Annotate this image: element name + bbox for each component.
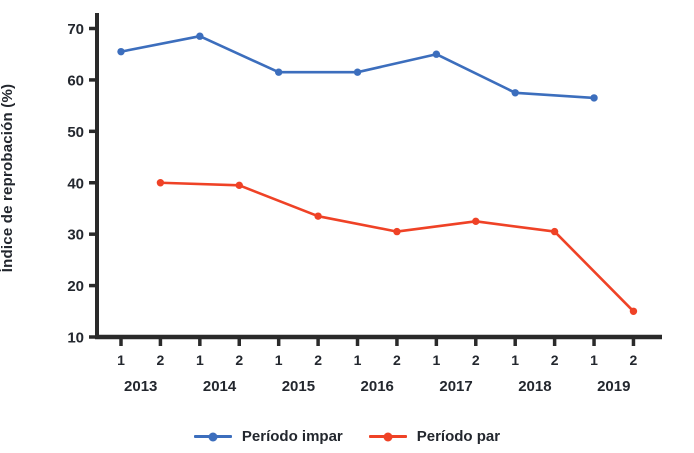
data-point-impar: [353, 68, 362, 76]
year-label: 2015: [282, 378, 315, 395]
y-tick-label: 40: [67, 175, 84, 192]
x-tick-label: 2: [157, 352, 165, 368]
legend: Período impar Período par: [0, 428, 694, 445]
legend-marker-line-par: [368, 432, 407, 441]
series-line-par: [159, 181, 635, 313]
x-tick-label: 2: [393, 352, 401, 368]
x-tick-label: 1: [590, 352, 598, 368]
data-point-impar: [196, 32, 204, 40]
data-point-par: [235, 181, 243, 190]
x-tick-label: 2: [235, 352, 243, 368]
x-tick-label: 2: [472, 352, 480, 368]
legend-item-periodo-par: Período par: [368, 428, 501, 445]
x-tick-label: 1: [275, 352, 283, 368]
year-label: 2019: [597, 378, 630, 395]
legend-label-par: Período par: [416, 428, 501, 445]
data-point-impar: [274, 68, 283, 76]
legend-item-periodo-impar: Período impar: [193, 428, 343, 445]
y-tick-label: 30: [67, 227, 84, 244]
legend-label-impar: Período impar: [241, 428, 343, 445]
legend-marker-dot-icon: [383, 432, 393, 441]
x-tick-label: 1: [196, 352, 204, 368]
data-point-par: [393, 227, 401, 236]
data-point-par: [314, 212, 322, 220]
y-tick-label: 70: [67, 21, 84, 38]
x-tick-label: 1: [117, 352, 125, 368]
y-tick-label: 50: [67, 124, 84, 141]
y-tick-label: 20: [67, 278, 84, 295]
x-tick-label: 1: [354, 352, 362, 368]
x-tick-label: 1: [511, 352, 519, 368]
year-label: 2017: [439, 378, 472, 395]
data-point-impar: [511, 89, 519, 97]
data-point-impar: [432, 50, 441, 58]
legend-marker-line-impar: [193, 432, 232, 441]
year-label: 2014: [203, 378, 237, 395]
x-tick-label: 1: [432, 352, 440, 368]
x-tick-label: 2: [630, 352, 638, 368]
year-label: 2018: [518, 378, 551, 395]
series-line-impar: [119, 34, 596, 100]
data-point-par: [156, 179, 165, 187]
data-point-par: [550, 227, 559, 236]
x-tick-label: 2: [314, 352, 322, 368]
data-point-impar: [590, 94, 598, 102]
data-point-impar: [117, 47, 125, 56]
year-label: 2013: [124, 378, 157, 395]
year-label: 2016: [361, 378, 394, 395]
legend-marker-dot-icon: [208, 432, 218, 441]
data-point-par: [629, 307, 638, 315]
x-tick-label: 2: [551, 352, 559, 368]
y-tick-label: 60: [67, 72, 84, 89]
y-tick-label: 10: [67, 330, 84, 347]
data-point-par: [472, 217, 480, 226]
